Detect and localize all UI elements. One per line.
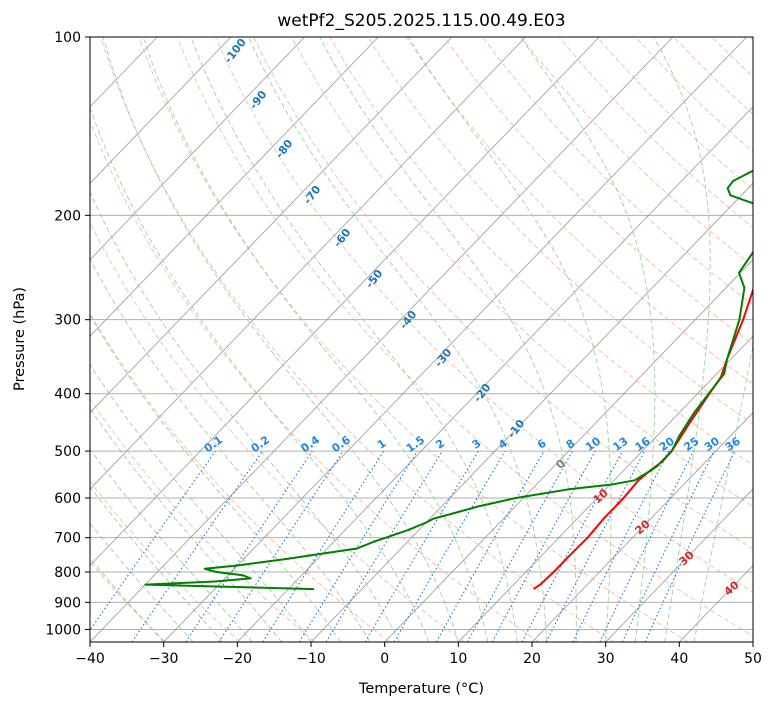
moist-adiabat <box>190 37 518 642</box>
dry-adiabat <box>405 37 753 385</box>
moist-adiabat <box>520 37 656 642</box>
dry-adiabat <box>329 37 753 466</box>
moist-adiabat <box>90 486 223 642</box>
mixing-ratio-line <box>90 450 216 632</box>
y-tick-label: 300 <box>54 313 81 329</box>
isotherm-line <box>90 37 453 414</box>
moist-adiabat <box>90 407 282 642</box>
x-tick-label: 20 <box>523 651 541 667</box>
isotherm-line <box>90 37 526 490</box>
y-tick-label: 700 <box>54 531 81 547</box>
moist-adiabat <box>408 37 612 642</box>
mixing-ratio-line <box>325 450 443 642</box>
x-tick-label: −40 <box>75 651 105 667</box>
dry-adiabat <box>253 37 753 550</box>
moist-adiabat <box>90 363 312 642</box>
moist-adiabat <box>142 37 489 642</box>
isotherm-line <box>90 37 600 567</box>
isotherm-line <box>90 37 674 642</box>
mixing-ratio-line <box>572 450 670 642</box>
x-tick-label: 50 <box>744 651 762 667</box>
isotherm-line <box>90 37 379 337</box>
mixing-ratio-line <box>298 450 418 642</box>
mixing-ratio-line <box>131 450 263 642</box>
sounding-profiles <box>144 169 753 591</box>
y-tick-label: 200 <box>54 208 81 224</box>
x-tick-label: 0 <box>380 651 389 667</box>
mixing-ratio-line <box>185 450 313 642</box>
x-tick-label: 40 <box>670 651 688 667</box>
moist-adiabat <box>90 522 194 642</box>
x-tick-label: 10 <box>449 651 467 667</box>
x-tick-label: 30 <box>597 651 615 667</box>
plot-frame <box>89 36 754 643</box>
y-tick-label: 100 <box>54 30 81 46</box>
temperature-profile-line <box>533 286 753 590</box>
dry-adiabat <box>90 312 390 642</box>
isotherm-line <box>458 335 753 642</box>
moist-adiabat <box>248 37 548 642</box>
moist-adiabat <box>102 37 459 642</box>
dry-adiabat <box>90 480 241 642</box>
dry-adiabat <box>444 37 753 345</box>
isotherm-line <box>163 37 747 642</box>
x-axis-title: Temperature (°C) <box>358 681 484 697</box>
isotherm-line <box>531 412 753 642</box>
mixing-ratio-line <box>467 450 573 642</box>
y-tick-label: 500 <box>54 444 81 460</box>
dry-adiabat <box>90 561 166 642</box>
moist-adiabat <box>319 37 577 642</box>
x-tick-label: −30 <box>149 651 179 667</box>
mixing-ratio-line <box>599 450 695 642</box>
isotherm-lines <box>90 37 753 642</box>
y-tick-label: 800 <box>54 565 81 581</box>
y-axis-title: Pressure (hPa) <box>12 287 28 391</box>
moist-adiabat <box>90 314 341 642</box>
dry-adiabat <box>291 37 753 508</box>
y-tick-label: 600 <box>54 491 81 507</box>
dewpoint-profile-line <box>144 169 753 591</box>
x-tick-label: −10 <box>296 651 326 667</box>
moist-adiabats <box>90 37 753 642</box>
dry-adiabat <box>100 37 614 642</box>
moist-adiabat <box>90 448 253 642</box>
mixing-ratio-line <box>435 450 545 642</box>
moist-adiabat <box>653 37 711 642</box>
isotherm-line <box>605 488 753 642</box>
moist-adiabat <box>90 106 430 642</box>
mixing-ratio-line <box>491 450 596 642</box>
dry-adiabat <box>90 221 465 642</box>
moist-adiabat <box>693 343 753 642</box>
isotherm-line <box>90 37 305 261</box>
isotherm-line <box>90 37 232 184</box>
y-tick-label: 900 <box>54 595 81 611</box>
plot-area: 0.1 0.2 0.4 0.6 1 1.5 2 3 4 6 8 10 13 16 20 25 30 36-100-… <box>90 37 753 642</box>
mixing-ratio-line <box>262 450 385 642</box>
x-tick-label: −20 <box>223 651 253 667</box>
y-tick-label: 1000 <box>45 622 81 638</box>
y-tick-label: 400 <box>54 387 81 403</box>
mixing-ratio-line <box>218 450 344 642</box>
moist-adiabat <box>90 191 400 642</box>
isotherm-line <box>384 259 753 642</box>
moist-adiabat <box>90 557 165 642</box>
moist-adiabat <box>90 257 371 642</box>
isotherm-line <box>237 106 753 642</box>
isotherm-line <box>310 182 753 642</box>
y-axis-ticks: 100 200 300 400 500 600 700 800 900 1000 <box>45 30 90 638</box>
chart-title: wetPf2_S205.2025.115.00.49.E03 <box>277 11 565 31</box>
mixing-ratio-lines <box>90 450 736 642</box>
x-axis-ticks: −40 −30 −20 −10 0 10 20 30 40 50 <box>75 642 762 667</box>
dry-adiabat <box>176 37 753 637</box>
